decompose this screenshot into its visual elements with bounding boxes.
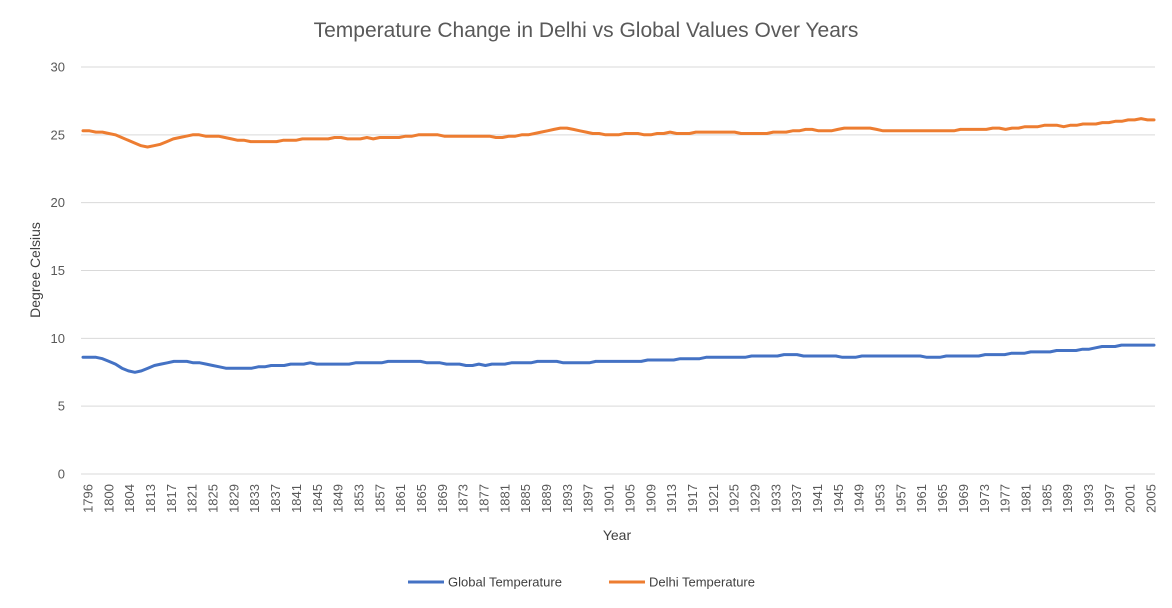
x-tick-label: 1937 <box>789 484 804 513</box>
y-axis-ticks: 0 5 10 15 20 25 30 <box>51 60 65 482</box>
x-tick-label: 2001 <box>1123 484 1138 513</box>
x-tick-label: 1913 <box>664 484 679 513</box>
x-tick-label: 1885 <box>518 484 533 513</box>
x-tick-label: 1905 <box>622 484 637 513</box>
x-tick-label: 1845 <box>310 484 325 513</box>
x-tick-label: 1849 <box>331 484 346 513</box>
x-tick-label: 1957 <box>893 484 908 513</box>
x-tick-label: 1825 <box>206 484 221 513</box>
x-tick-label: 1977 <box>998 484 1013 513</box>
x-tick-label: 1909 <box>643 484 658 513</box>
x-tick-label: 1841 <box>289 484 304 513</box>
x-tick-label: 1796 <box>81 484 96 513</box>
y-tick-label: 0 <box>58 467 65 482</box>
x-tick-label: 1989 <box>1060 484 1075 513</box>
y-tick-label: 10 <box>51 331 65 346</box>
x-tick-label: 1921 <box>706 484 721 513</box>
y-tick-label: 30 <box>51 60 65 75</box>
x-tick-label: 1961 <box>914 484 929 513</box>
series-lines <box>81 117 1156 374</box>
x-tick-label: 1969 <box>956 484 971 513</box>
x-tick-label: 1865 <box>414 484 429 513</box>
x-tick-label: 1869 <box>435 484 450 513</box>
y-tick-label: 15 <box>51 263 65 278</box>
x-tick-label: 1945 <box>831 484 846 513</box>
x-axis-ticks: 1796 1800 1804 1813 1817 1821 1825 1829 1833 1837… <box>81 484 1159 513</box>
x-tick-label: 1800 <box>101 484 116 513</box>
x-tick-label: 1929 <box>748 484 763 513</box>
x-tick-label: 1965 <box>935 484 950 513</box>
x-tick-label: 1985 <box>1039 484 1054 513</box>
series-line-global-temperature <box>81 343 1156 374</box>
x-tick-label: 2005 <box>1144 484 1159 513</box>
chart-title: Temperature Change in Delhi vs Global Va… <box>314 19 859 42</box>
x-tick-label: 1917 <box>685 484 700 513</box>
y-tick-label: 20 <box>51 195 65 210</box>
x-tick-label: 1804 <box>122 484 137 513</box>
y-tick-label: 25 <box>51 127 65 142</box>
legend: Global Temperature Delhi Temperature <box>408 575 755 590</box>
legend-label: Global Temperature <box>448 575 562 590</box>
x-tick-label: 1881 <box>497 484 512 513</box>
x-tick-label: 1893 <box>560 484 575 513</box>
x-tick-label: 1941 <box>810 484 825 513</box>
x-tick-label: 1861 <box>393 484 408 513</box>
x-tick-label: 1901 <box>602 484 617 513</box>
x-tick-label: 1997 <box>1102 484 1117 513</box>
x-tick-label: 1821 <box>185 484 200 513</box>
x-tick-label: 1889 <box>539 484 554 513</box>
x-tick-label: 1829 <box>226 484 241 513</box>
x-tick-label: 1949 <box>852 484 867 513</box>
x-tick-label: 1837 <box>268 484 283 513</box>
x-tick-label: 1877 <box>477 484 492 513</box>
x-tick-label: 1873 <box>456 484 471 513</box>
x-tick-label: 1853 <box>352 484 367 513</box>
x-tick-label: 1973 <box>977 484 992 513</box>
legend-label: Delhi Temperature <box>649 575 755 590</box>
x-tick-label: 1813 <box>143 484 158 513</box>
x-tick-label: 1981 <box>1018 484 1033 513</box>
y-axis-label: Degree Celsius <box>27 222 43 318</box>
x-tick-label: 1933 <box>768 484 783 513</box>
x-axis-label: Year <box>603 527 632 543</box>
x-tick-label: 1925 <box>727 484 742 513</box>
series-line-delhi-temperature <box>81 117 1156 149</box>
x-tick-label: 1993 <box>1081 484 1096 513</box>
x-tick-label: 1953 <box>873 484 888 513</box>
x-tick-label: 1857 <box>372 484 387 513</box>
x-tick-label: 1833 <box>247 484 262 513</box>
x-tick-label: 1817 <box>164 484 179 513</box>
y-tick-label: 5 <box>58 399 65 414</box>
x-tick-label: 1897 <box>581 484 596 513</box>
